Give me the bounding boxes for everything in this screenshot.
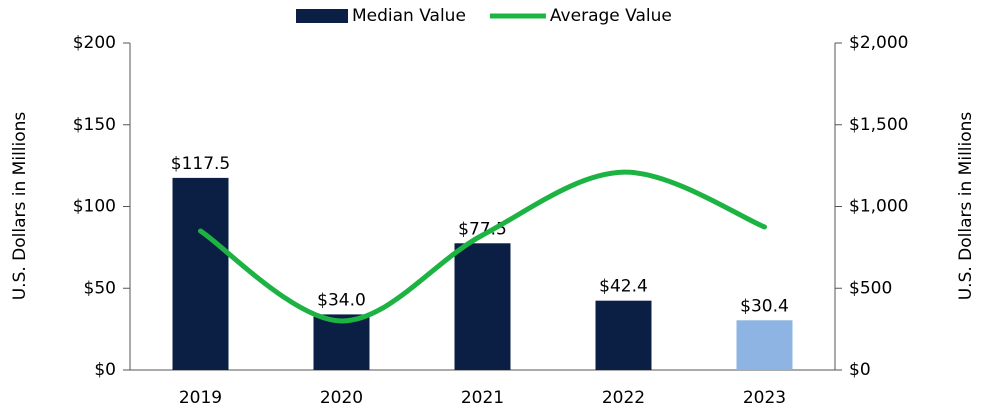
y2-tick-label: $2,000 bbox=[849, 33, 908, 53]
bar bbox=[172, 177, 229, 370]
x-tick-label: 2020 bbox=[320, 388, 363, 408]
y-tick-label: $150 bbox=[73, 115, 116, 135]
data-label: $34.0 bbox=[317, 290, 366, 310]
y2-tick-label: $1,500 bbox=[849, 115, 908, 135]
y-tick-label: $0 bbox=[94, 360, 116, 380]
y2-tick-label: $0 bbox=[849, 360, 871, 380]
bar bbox=[454, 243, 511, 370]
line bbox=[198, 169, 767, 324]
y2-tick-label: $500 bbox=[849, 278, 892, 298]
legend-swatch bbox=[296, 9, 348, 23]
legend-label: Average Value bbox=[550, 6, 672, 26]
bar bbox=[595, 300, 652, 370]
x-tick-label: 2022 bbox=[602, 388, 645, 408]
x-tick-label: 2021 bbox=[461, 388, 504, 408]
y-axis-label: U.S. Dollars in Millions bbox=[10, 112, 30, 301]
data-label: $77.5 bbox=[458, 219, 507, 239]
y-tick-label: $100 bbox=[73, 197, 116, 217]
bar bbox=[736, 320, 793, 370]
x-tick-label: 2023 bbox=[743, 388, 786, 408]
legend-label: Median Value bbox=[352, 6, 466, 26]
data-label: $117.5 bbox=[171, 154, 230, 174]
data-label: $30.4 bbox=[740, 296, 789, 316]
x-tick-label: 2019 bbox=[179, 388, 222, 408]
y2-tick-label: $1,000 bbox=[849, 197, 908, 217]
bar bbox=[313, 314, 370, 370]
y2-axis-label: U.S. Dollars in Millions bbox=[956, 112, 976, 301]
y-tick-label: $200 bbox=[73, 33, 116, 53]
y-tick-label: $50 bbox=[84, 278, 116, 298]
data-label: $42.4 bbox=[599, 277, 648, 297]
